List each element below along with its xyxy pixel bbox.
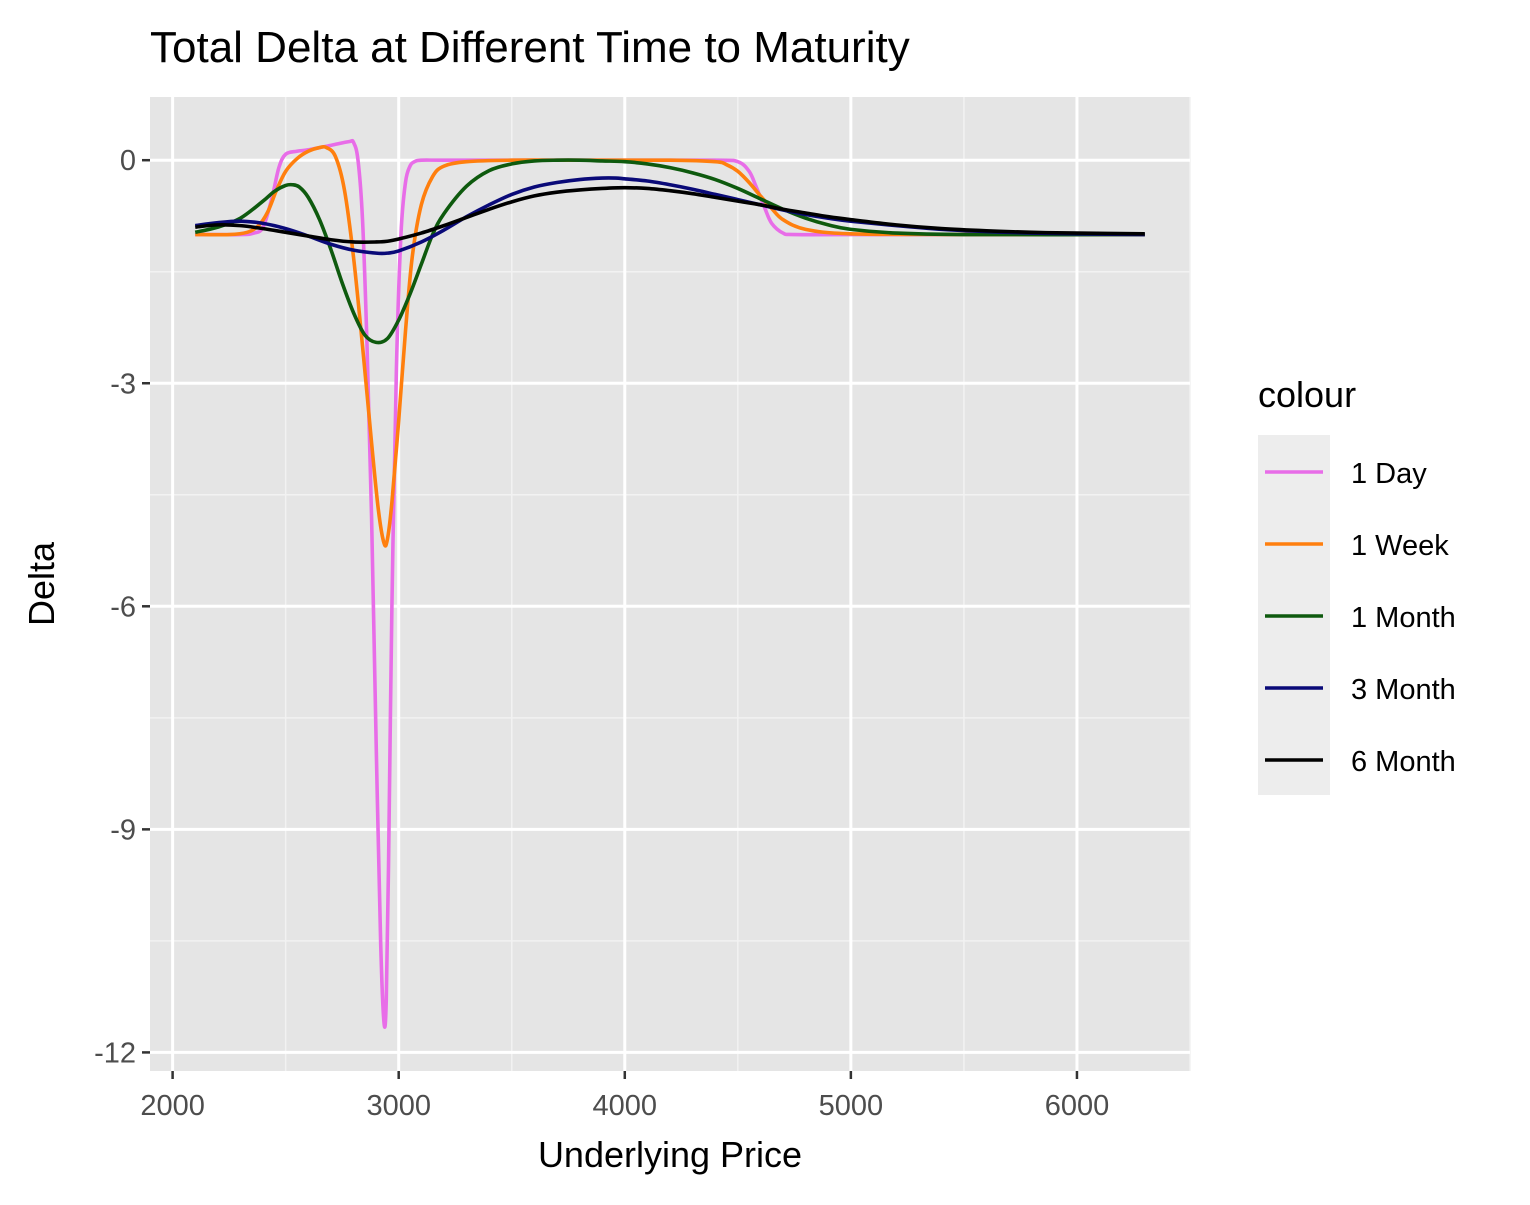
legend-title: colour	[1258, 374, 1356, 415]
chart-title: Total Delta at Different Time to Maturit…	[150, 23, 910, 72]
x-axis-label: Underlying Price	[538, 1134, 802, 1175]
x-tick-label: 2000	[140, 1090, 205, 1122]
legend-label: 1 Week	[1351, 530, 1449, 562]
legend-label: 6 Month	[1351, 746, 1456, 778]
y-axis-label: Delta	[21, 541, 62, 626]
y-axis: 0 -3 -6 -9 -12	[94, 145, 150, 1069]
y-tick-label: -9	[110, 814, 136, 846]
y-tick-label: -12	[94, 1037, 136, 1069]
series-line-1-week	[195, 144, 1145, 548]
x-tick-label: 5000	[819, 1090, 884, 1122]
y-tick-label: -3	[110, 368, 136, 400]
x-tick-label: 6000	[1045, 1090, 1110, 1122]
legend-label: 1 Month	[1351, 602, 1456, 634]
x-tick-label: 3000	[366, 1090, 431, 1122]
plot-panel	[150, 97, 1190, 1071]
legend-items: 1 Day 1 Week 1 Month 3 Month 6 Month	[1265, 458, 1456, 778]
x-tick-label: 4000	[593, 1090, 658, 1122]
y-tick-label: -6	[110, 591, 136, 623]
legend: colour 1 Day 1 Week 1 Month 3 Month 6 Month	[1258, 374, 1456, 795]
x-axis: 2000 3000 4000 5000 6000	[140, 1071, 1109, 1122]
minor-gridlines	[150, 97, 1191, 1071]
legend-label: 1 Day	[1351, 458, 1427, 490]
series-line-6-month	[195, 185, 1145, 244]
legend-label: 3 Month	[1351, 674, 1456, 706]
y-tick-label: 0	[120, 145, 136, 177]
series-layer	[194, 138, 1145, 1029]
